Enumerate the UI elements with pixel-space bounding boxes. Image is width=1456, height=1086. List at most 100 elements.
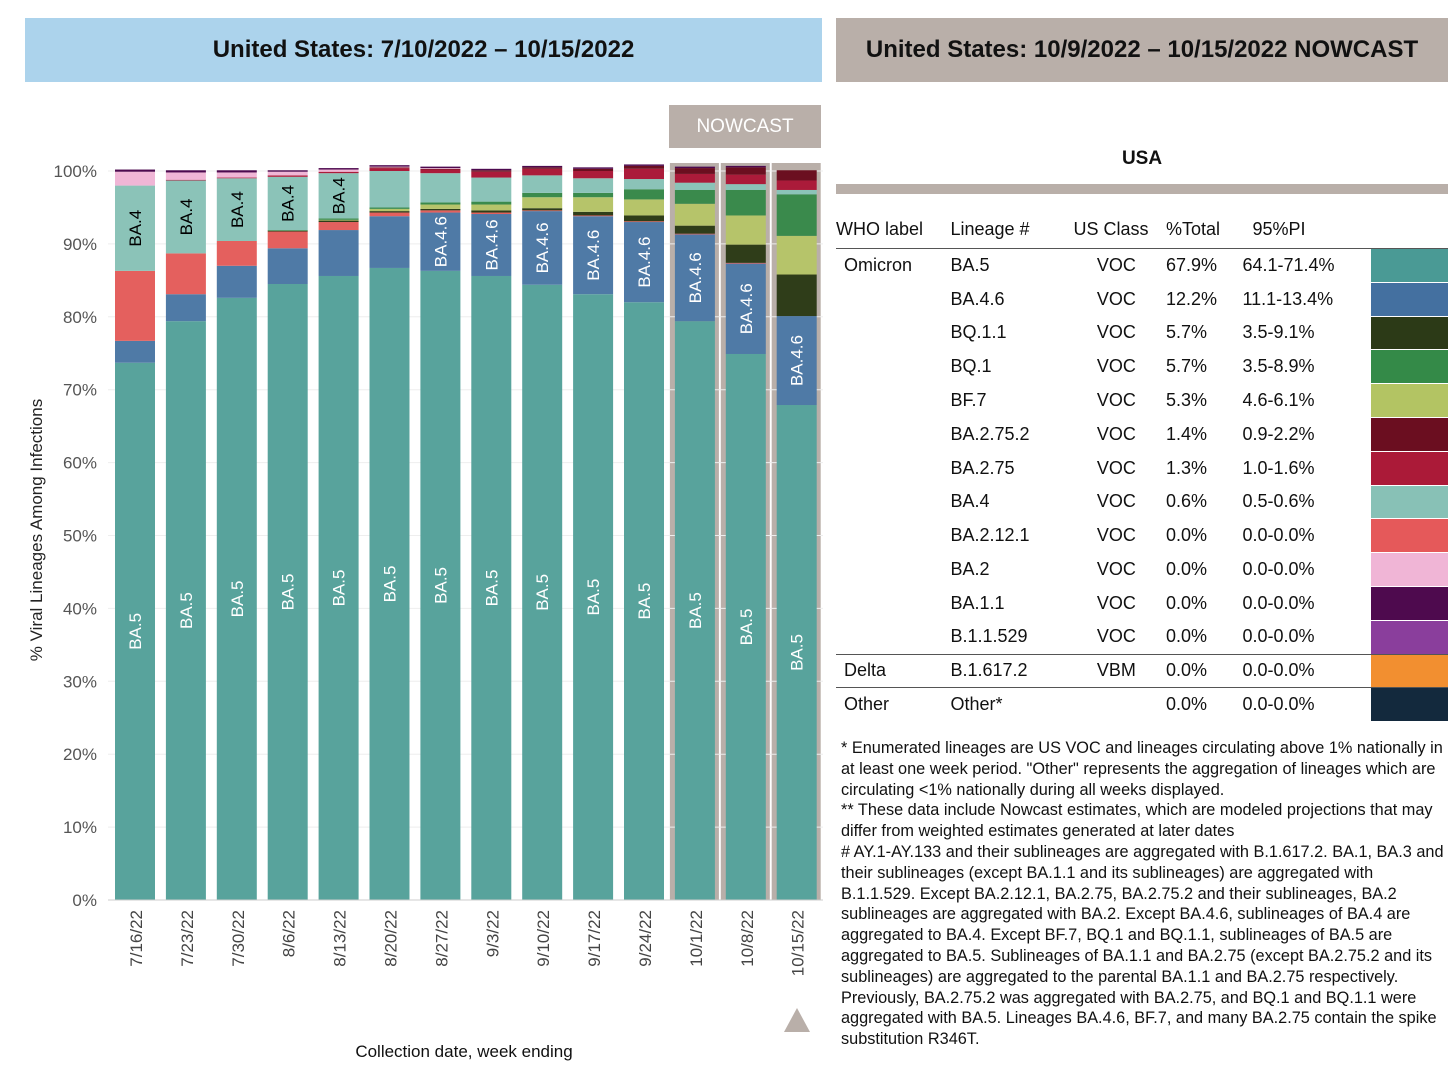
- bar-segment-BQ.1: [267, 230, 308, 231]
- bar-segment-BA.1.1: [420, 166, 461, 169]
- y-tick-label: 30%: [63, 672, 97, 691]
- col-who-label: WHO label: [836, 218, 924, 239]
- segment-label: BA.5: [737, 609, 756, 646]
- us-class: VOC: [1096, 592, 1136, 613]
- y-tick-label: 60%: [63, 454, 97, 473]
- bar-segment-BA.1.1: [165, 170, 206, 173]
- table-row: BA.2 VOC 0.0% 0.0-0.0%: [836, 552, 1448, 587]
- bar-segment-BA.4.6: [369, 216, 410, 268]
- bar-segment-BA.2.12.1: [369, 212, 410, 217]
- percent-total: 1.4%: [1165, 423, 1207, 444]
- segment-label: BA.5: [635, 583, 654, 620]
- segment-label: BA.4: [279, 185, 298, 222]
- segment-label: BA.4.6: [686, 252, 705, 303]
- who-label: Delta: [836, 653, 951, 688]
- segment-label: BA.4: [177, 198, 196, 235]
- us-class: VOC: [1096, 322, 1136, 343]
- lineage: Other*: [950, 687, 1074, 722]
- bar-segment-BQ.1.1: [674, 225, 715, 234]
- color-swatch: [1371, 349, 1448, 384]
- who-label: [836, 417, 950, 451]
- lineage-table: WHO label Lineage # US Class %Total 95%P…: [836, 210, 1448, 722]
- bar-segment-BA.2.75: [420, 169, 461, 174]
- bar-segment-BA.2.12.1: [573, 215, 614, 217]
- us-class: VOC: [1096, 356, 1136, 377]
- bar-segment-BA.5: [216, 297, 257, 900]
- lineage: B.1.1.529: [950, 626, 1028, 647]
- x-tick-label: 10/15/22: [789, 910, 808, 976]
- bar-segment-BQ.1: [522, 192, 563, 198]
- prediction-interval: 0.0-0.0%: [1242, 626, 1315, 647]
- bar-segment-BA.4.6: [725, 263, 766, 354]
- percent-total: 5.3%: [1165, 390, 1207, 411]
- bar-segment-BA.4: [369, 171, 410, 208]
- bar-segment-BA.1.1: [267, 170, 308, 172]
- bar-segment-BA.4.6: [318, 230, 359, 276]
- col-lineage: Lineage #: [950, 218, 1030, 239]
- bar-segment-BQ.1: [674, 189, 715, 204]
- bar-segment-BA.2: [267, 171, 308, 176]
- bar-segment-BA.2.75: [471, 171, 512, 178]
- bar-segment-BA.2: [420, 168, 461, 169]
- bar-segment-BA.2: [165, 172, 206, 180]
- lineage: BA.2.75: [950, 457, 1015, 478]
- table-title-divider: [836, 184, 1448, 194]
- percent-total: 5.7%: [1165, 322, 1207, 343]
- bar-segment-BA.2.12.1: [115, 270, 155, 341]
- x-tick-label: 8/6/22: [280, 910, 299, 957]
- segment-label: BA.5: [584, 579, 603, 616]
- us-class: [1073, 687, 1166, 722]
- x-tick-label: 8/27/22: [432, 910, 451, 967]
- bar-segment-BA.4: [624, 179, 664, 190]
- y-tick-label: 80%: [63, 308, 97, 327]
- table-title: USA: [1121, 148, 1163, 169]
- segment-label: BA.5: [381, 566, 400, 603]
- bar-segment-BA.4: [216, 178, 257, 241]
- percent-total: 0.0%: [1165, 687, 1243, 722]
- bar-segment-BF.7: [624, 199, 664, 216]
- bar-segment-BQ.1.1: [267, 230, 308, 232]
- bar-segment-BA.2.75.2: [420, 168, 461, 170]
- percent-total: 0.0%: [1165, 626, 1207, 647]
- bar-segment-BA.2.12.1: [216, 240, 257, 266]
- table-row: BA.2.75.2 VOC 1.4% 0.9-2.2%: [836, 416, 1448, 452]
- bar-segment-BF.7: [725, 215, 766, 245]
- bar-segment-BF.7: [776, 235, 817, 275]
- percent-total: 1.3%: [1165, 457, 1207, 478]
- bar-segment-BQ.1.1: [776, 274, 817, 317]
- bar-segment-BA.4.6: [165, 294, 206, 322]
- table-row: BQ.1.1 VOC 5.7% 3.5-9.1%: [836, 315, 1448, 350]
- percent-total: 0.0%: [1165, 653, 1243, 688]
- percent-total: 12.2%: [1165, 288, 1217, 309]
- bar-segment-BA.2: [318, 169, 359, 172]
- lineage: BA.4: [950, 491, 990, 512]
- bar-segment-BA.1.1: [318, 168, 359, 170]
- bar-segment-BA.5: [115, 362, 155, 900]
- bar-segment-BA.4.6: [674, 234, 715, 322]
- bar-segment-BA.5: [674, 321, 715, 900]
- x-tick-label: 10/1/22: [687, 910, 706, 967]
- percent-total: 0.6%: [1165, 491, 1207, 512]
- bar-segment-BF.7: [420, 204, 461, 209]
- percent-total: 0.0%: [1165, 559, 1207, 580]
- bar-segment-BF.7: [471, 204, 512, 211]
- bar-segment-BA.4: [573, 178, 614, 193]
- prediction-interval: 11.1-13.4%: [1242, 288, 1334, 309]
- bar-segment-BA.2: [369, 166, 410, 168]
- bar-segment-BA.2.75.2: [624, 165, 664, 169]
- y-tick-label: 100%: [54, 162, 97, 181]
- table-row: Delta B.1.617.2 VBM 0.0% 0.0-0.0%: [836, 653, 1448, 688]
- bar-segment-BA.2.12.1: [267, 231, 308, 249]
- bar-segment-BQ.1.1: [420, 208, 461, 211]
- segment-label: BA.4.6: [737, 283, 756, 334]
- y-tick-label: 50%: [63, 527, 97, 546]
- bar-segment-BA.5: [471, 275, 512, 900]
- bar-segment-BF.7: [522, 197, 563, 209]
- segment-label: BA.4.6: [635, 237, 654, 288]
- bar-segment-BA.2.75: [573, 171, 614, 179]
- bar-segment-BA.5: [776, 405, 817, 900]
- prediction-interval: 0.0-0.0%: [1242, 525, 1315, 546]
- bar-segment-BA.1.1: [624, 164, 664, 166]
- y-axis-title: % Viral Lineages Among Infections: [27, 399, 46, 661]
- bar-segment-BA.2: [216, 172, 257, 178]
